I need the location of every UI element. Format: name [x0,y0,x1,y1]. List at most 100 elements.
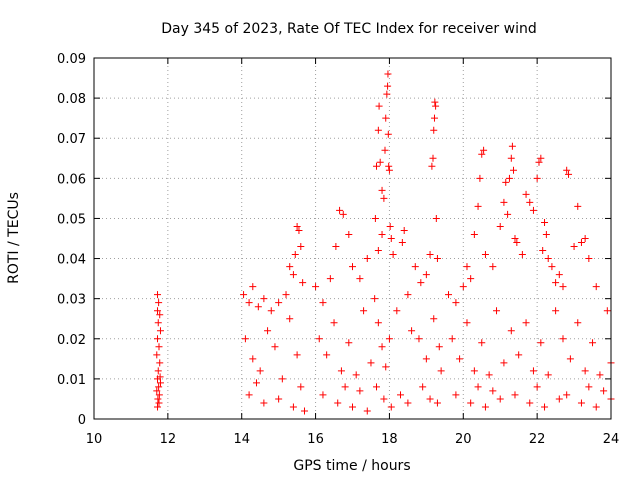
data-point [154,395,162,403]
data-point [507,154,515,162]
data-point [428,162,436,170]
data-point [380,194,388,202]
data-point [435,343,443,351]
data-point [374,247,382,255]
y-tick-label: 0.09 [57,52,86,67]
data-point [570,243,578,251]
data-point [463,263,471,271]
data-point [513,239,521,247]
data-point [155,399,163,407]
data-point [312,283,320,291]
data-point [384,82,392,90]
y-tick-label: 0.05 [57,212,86,227]
data-point [585,383,593,391]
data-point [378,186,386,194]
data-point [154,319,162,327]
data-point [156,327,164,335]
data-point [459,283,467,291]
data-point [552,279,560,287]
data-point [319,391,327,399]
data-point [445,291,453,299]
data-point [154,367,162,375]
data-point [374,126,382,134]
data-point [260,399,268,407]
data-point [566,355,574,363]
data-point [577,239,585,247]
data-point [539,247,547,255]
data-point [293,351,301,359]
data-point [319,299,327,307]
data-point [373,162,381,170]
x-tick-label: 10 [86,432,103,447]
data-point [293,222,301,230]
data-point [542,230,550,238]
data-point [600,387,608,395]
y-tick-label: 0.03 [57,293,86,308]
data-point [574,319,582,327]
data-point [349,263,356,271]
data-point [156,359,164,367]
data-point [511,235,519,242]
data-point [249,283,257,291]
data-point [510,166,518,174]
data-point [295,226,303,234]
data-points [153,70,615,415]
data-point [323,351,331,359]
data-point [408,327,416,335]
data-point [383,90,391,98]
data-point [432,214,440,222]
data-point [522,190,530,198]
data-point [505,174,513,182]
data-point [278,375,286,383]
x-axis-ticks: 10 12 14 16 18 20 22 24 [86,58,620,447]
x-tick-label: 20 [455,432,472,447]
data-point [563,391,571,399]
data-point [470,367,478,375]
data-point [341,383,349,391]
data-point [485,371,493,379]
data-point [254,303,262,311]
data-point [489,263,497,271]
data-point [533,174,541,182]
data-point [381,146,389,154]
plot-frame [93,57,612,420]
data-point [249,355,257,363]
data-point [153,351,161,359]
data-point [508,142,516,150]
data-point [156,379,164,387]
data-point [385,335,393,343]
data-point [289,271,297,279]
data-point [585,255,593,263]
data-point [360,307,368,315]
data-point [155,343,163,351]
data-point [337,367,345,375]
data-point [565,170,573,178]
data-point [315,335,323,343]
x-tick-label: 24 [603,432,620,447]
data-point [481,251,489,259]
data-point [264,327,272,335]
data-point [286,315,294,323]
data-point [275,395,283,403]
data-point [386,222,394,230]
data-point [289,403,297,411]
data-point [297,383,305,391]
data-point [430,126,438,134]
y-tick-label: 0.06 [57,172,86,187]
data-point [522,319,530,327]
data-point [245,299,253,307]
data-point [470,230,478,238]
data-point [541,403,549,411]
data-point [533,383,541,391]
data-point [240,291,248,299]
data-point [493,307,501,315]
data-point [275,299,283,307]
data-point [404,399,412,407]
data-point [417,279,425,287]
data-point [382,363,390,371]
data-point [541,218,549,226]
data-point [431,98,439,106]
data-point [155,299,163,307]
data-point [481,403,489,411]
data-point [156,311,164,319]
